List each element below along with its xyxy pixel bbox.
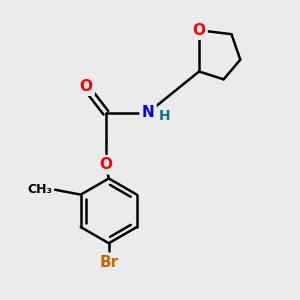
Text: CH₃: CH₃ bbox=[27, 183, 52, 196]
Text: H: H bbox=[159, 109, 170, 123]
Text: N: N bbox=[142, 105, 154, 120]
Text: O: O bbox=[193, 23, 206, 38]
Text: O: O bbox=[99, 157, 112, 172]
Text: Br: Br bbox=[99, 255, 118, 270]
Text: O: O bbox=[80, 79, 93, 94]
